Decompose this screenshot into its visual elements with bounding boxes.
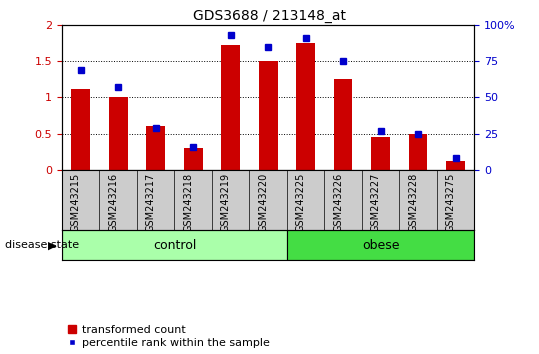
Bar [259, 61, 278, 170]
Bar [71, 88, 90, 170]
Text: GSM243215: GSM243215 [71, 173, 81, 232]
Bar [62, 230, 287, 260]
Bar [296, 43, 315, 170]
Bar [334, 79, 353, 170]
Text: GSM243275: GSM243275 [446, 173, 455, 232]
Text: disease state: disease state [5, 240, 80, 250]
Bar [371, 137, 390, 170]
Text: GSM243216: GSM243216 [108, 173, 118, 232]
Legend: transformed count, percentile rank within the sample: transformed count, percentile rank withi… [67, 325, 270, 348]
Text: GSM243228: GSM243228 [408, 173, 418, 232]
Bar [146, 126, 165, 170]
Bar [409, 133, 427, 170]
Text: ▶: ▶ [48, 240, 57, 250]
Bar [184, 148, 203, 170]
Text: GSM243226: GSM243226 [333, 173, 343, 232]
Text: obese: obese [362, 239, 399, 252]
Text: GSM243217: GSM243217 [146, 173, 156, 232]
Bar [287, 230, 474, 260]
Text: GSM243219: GSM243219 [220, 173, 231, 232]
Bar [446, 161, 465, 170]
Text: GSM243225: GSM243225 [295, 173, 306, 232]
Text: control: control [153, 239, 196, 252]
Text: GDS3688 / 213148_at: GDS3688 / 213148_at [193, 9, 346, 23]
Text: GSM243220: GSM243220 [258, 173, 268, 232]
Text: GSM243218: GSM243218 [183, 173, 193, 232]
Bar [222, 45, 240, 170]
Bar [109, 97, 128, 170]
Text: GSM243227: GSM243227 [371, 173, 381, 232]
